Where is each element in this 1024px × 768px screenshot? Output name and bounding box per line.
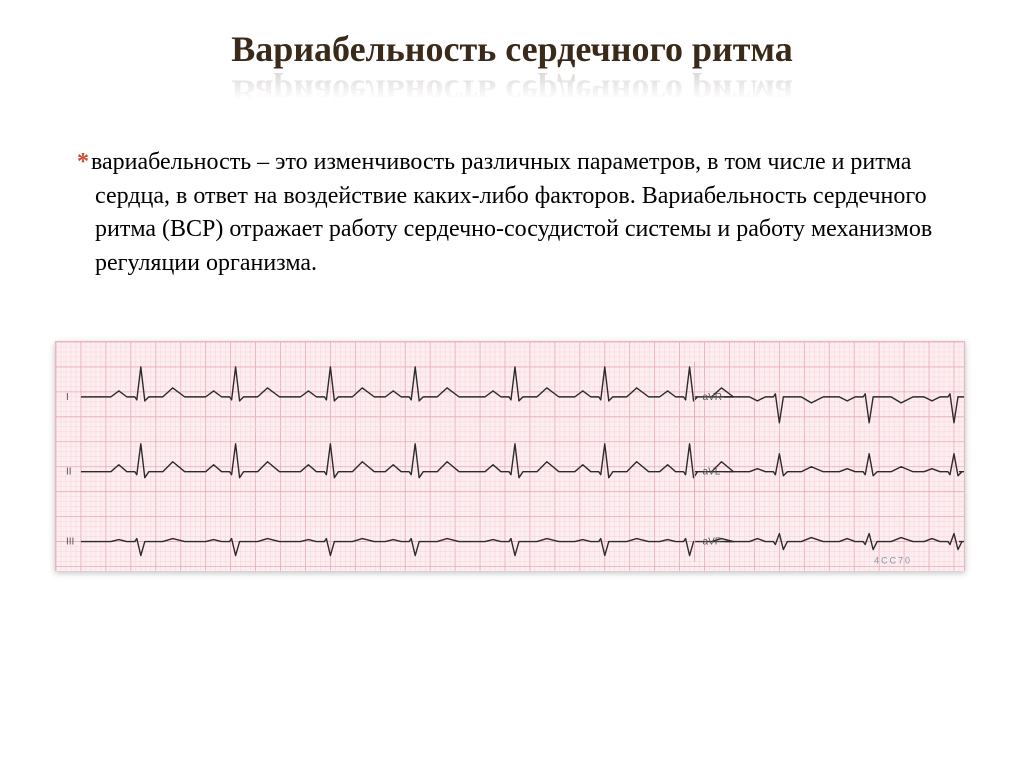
svg-text:III: III <box>66 536 74 547</box>
body-text-content: вариабельность – это изменчивость различ… <box>91 149 932 276</box>
slide-title: Вариабельность сердечного ритма <box>231 30 792 70</box>
svg-text:aVL: aVL <box>703 466 721 477</box>
svg-text:I: I <box>66 391 69 402</box>
bullet-asterisk-icon: * <box>77 149 89 175</box>
ecg-strip: IIIIIIaVRaVLaVF4CC70 <box>55 341 965 571</box>
slide-title-reflection: Вариабельность сердечного ритма <box>231 72 792 112</box>
svg-text:aVR: aVR <box>703 391 722 402</box>
body-paragraph: *вариабельность – это изменчивость разли… <box>73 146 969 280</box>
svg-text:II: II <box>66 466 72 477</box>
svg-text:4CC70: 4CC70 <box>874 555 912 565</box>
ecg-traces: IIIIIIaVRaVLaVF4CC70 <box>56 342 964 571</box>
slide: Вариабельность сердечного ритма Вариабел… <box>0 0 1024 768</box>
title-block: Вариабельность сердечного ритма Вариабел… <box>55 30 969 111</box>
svg-text:aVF: aVF <box>703 536 721 547</box>
